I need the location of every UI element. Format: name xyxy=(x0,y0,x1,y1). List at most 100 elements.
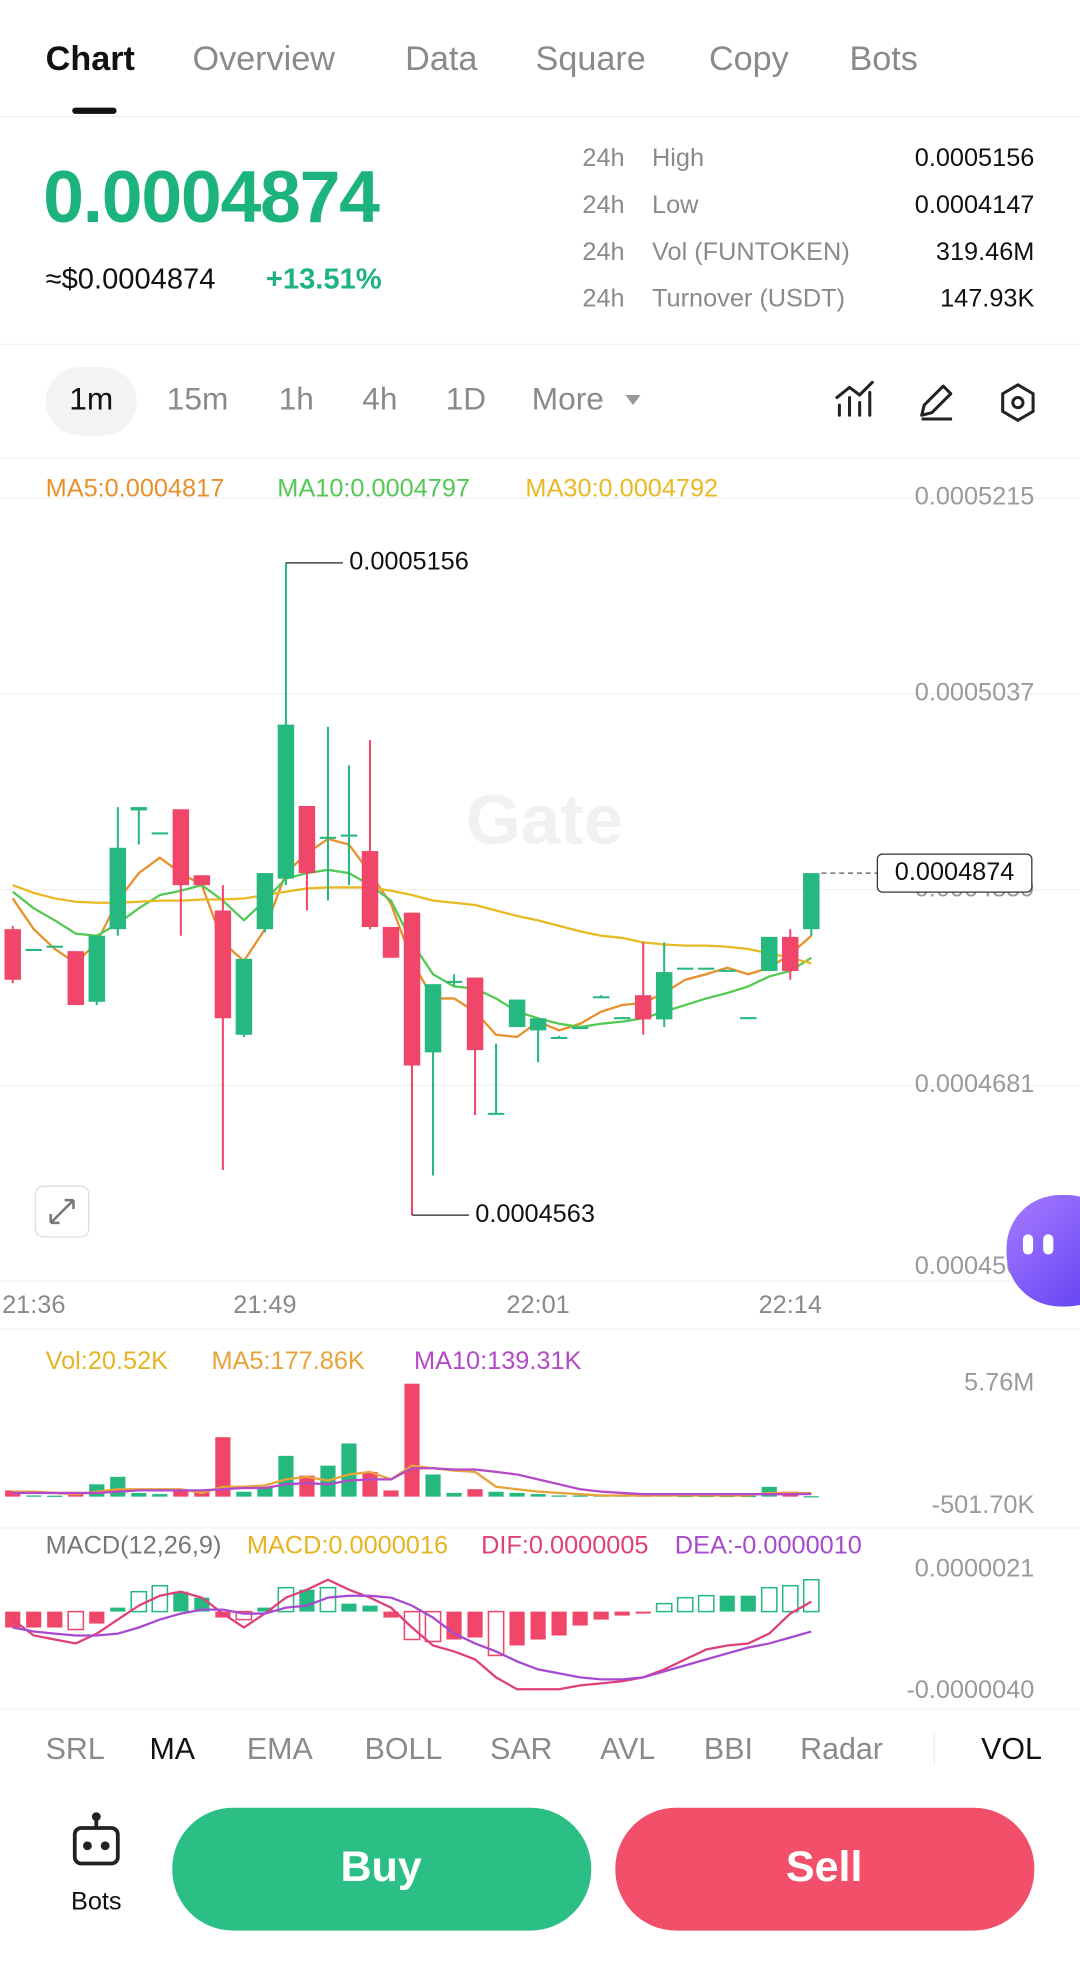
bar xyxy=(67,1610,85,1631)
candle xyxy=(298,805,316,911)
legend-entry: MACD:0.0000016 xyxy=(247,1532,448,1560)
bar xyxy=(47,1495,63,1497)
indicator-tab[interactable]: AVL xyxy=(600,1732,655,1766)
bar xyxy=(257,1607,273,1612)
bar xyxy=(110,1476,126,1497)
candle-body xyxy=(130,807,148,811)
legend-entry: MA30:0.0004792 xyxy=(525,475,718,503)
bar xyxy=(424,1610,442,1643)
extreme-label: 0.0005156 xyxy=(349,548,469,576)
nav-tab[interactable]: Copy xyxy=(709,40,790,78)
candle xyxy=(340,765,358,886)
candle-body xyxy=(803,873,820,930)
candle-body xyxy=(151,832,169,835)
usd-price: ≈$0.0004874 xyxy=(46,264,216,296)
stat-period: 24h xyxy=(582,144,624,172)
interval-option[interactable]: 15m xyxy=(167,381,229,417)
legend-entry: MA10:0.0004797 xyxy=(277,475,470,503)
sell-button[interactable] xyxy=(615,1807,1035,1931)
assistant-bubble[interactable] xyxy=(1006,1195,1080,1307)
expand-button[interactable] xyxy=(34,1185,90,1238)
candle xyxy=(46,945,63,948)
nav-tab[interactable]: Square xyxy=(536,40,646,78)
candle xyxy=(803,873,820,936)
legend-entry: MA5:0.0004817 xyxy=(46,475,225,503)
nav-tab[interactable]: Data xyxy=(405,40,477,78)
indicator-tab[interactable]: SRL xyxy=(46,1732,105,1766)
interval-option[interactable]: 1m xyxy=(69,381,113,417)
indicator-tab[interactable]: VOL xyxy=(981,1732,1042,1766)
candle xyxy=(697,967,715,970)
bar xyxy=(173,1490,189,1497)
bar xyxy=(131,1492,147,1497)
indicator-tab[interactable]: EMA xyxy=(247,1732,314,1766)
candle-body xyxy=(634,995,652,1020)
bar xyxy=(676,1596,694,1613)
bar xyxy=(551,1611,567,1636)
y-tick-label: 0.0004681 xyxy=(915,1070,1035,1098)
candle-body xyxy=(655,972,673,1020)
candle xyxy=(634,942,652,1035)
bar xyxy=(236,1491,252,1497)
bots-label[interactable]: Bots xyxy=(71,1887,122,1915)
candle-body xyxy=(782,936,799,971)
bar xyxy=(194,1491,210,1497)
nav-tab[interactable]: Chart xyxy=(46,40,135,78)
indicator-tab[interactable]: BBI xyxy=(704,1732,753,1766)
last-price: 0.0004874 xyxy=(43,156,380,238)
bar xyxy=(215,1437,231,1497)
buy-label[interactable]: Buy xyxy=(340,1843,421,1891)
indicator-line xyxy=(12,1467,812,1496)
candle-body xyxy=(88,935,106,1002)
candle xyxy=(4,925,21,984)
x-tick-label: 22:14 xyxy=(759,1291,822,1319)
candle xyxy=(613,1017,631,1020)
candle-body xyxy=(445,980,463,983)
candle-body xyxy=(235,958,253,1035)
buy-button[interactable] xyxy=(172,1807,592,1931)
indicator-icon[interactable] xyxy=(835,380,874,417)
interval-option[interactable]: 1h xyxy=(279,381,314,417)
candle-body xyxy=(109,847,127,930)
indicator-tab[interactable]: Radar xyxy=(800,1732,883,1766)
stat-label: High xyxy=(652,144,704,172)
candle xyxy=(361,740,379,930)
bar xyxy=(740,1595,756,1612)
bar xyxy=(593,1611,609,1620)
settings-icon[interactable] xyxy=(1001,383,1035,423)
bar xyxy=(802,1578,820,1613)
bar xyxy=(362,1471,378,1497)
bar xyxy=(446,1611,462,1640)
interval-option[interactable]: More xyxy=(532,381,604,417)
draw-icon[interactable] xyxy=(920,384,953,421)
sell-label[interactable]: Sell xyxy=(786,1843,863,1891)
bar xyxy=(341,1443,357,1497)
indicator-tab[interactable]: SAR xyxy=(490,1732,552,1766)
bar xyxy=(655,1602,673,1613)
candle-body xyxy=(340,834,358,837)
stat-period: 24h xyxy=(582,285,624,313)
nav-tab[interactable]: Bots xyxy=(850,40,918,78)
bar xyxy=(446,1492,462,1497)
interval-option[interactable]: 1D xyxy=(446,381,486,417)
interval-option[interactable]: 4h xyxy=(362,381,397,417)
candle xyxy=(67,951,85,1006)
candle xyxy=(571,1027,589,1030)
candle-body xyxy=(571,1027,589,1030)
candle-body xyxy=(697,967,715,970)
candle-body xyxy=(361,851,379,927)
candle xyxy=(109,807,127,936)
nav-tab[interactable]: Overview xyxy=(192,40,335,78)
candle xyxy=(655,942,673,1028)
candle-body xyxy=(424,984,442,1053)
bar xyxy=(89,1611,105,1624)
candle xyxy=(740,1017,757,1020)
indicator-tab[interactable]: MA xyxy=(149,1732,195,1766)
candle-body xyxy=(214,910,232,1019)
bots-icon[interactable] xyxy=(72,1812,120,1866)
bar xyxy=(572,1611,588,1626)
bar xyxy=(509,1611,525,1646)
indicator-tab[interactable]: BOLL xyxy=(365,1732,443,1766)
